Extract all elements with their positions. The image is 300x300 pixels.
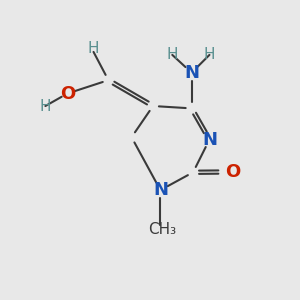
Text: N: N xyxy=(184,64,199,82)
Text: H: H xyxy=(167,47,178,62)
Text: H: H xyxy=(88,41,99,56)
Text: O: O xyxy=(60,85,75,103)
Text: N: N xyxy=(202,130,217,148)
Text: O: O xyxy=(225,163,240,181)
Text: H: H xyxy=(40,98,51,113)
Text: CH₃: CH₃ xyxy=(148,222,176,237)
Text: H: H xyxy=(204,47,215,62)
Text: N: N xyxy=(153,181,168,199)
